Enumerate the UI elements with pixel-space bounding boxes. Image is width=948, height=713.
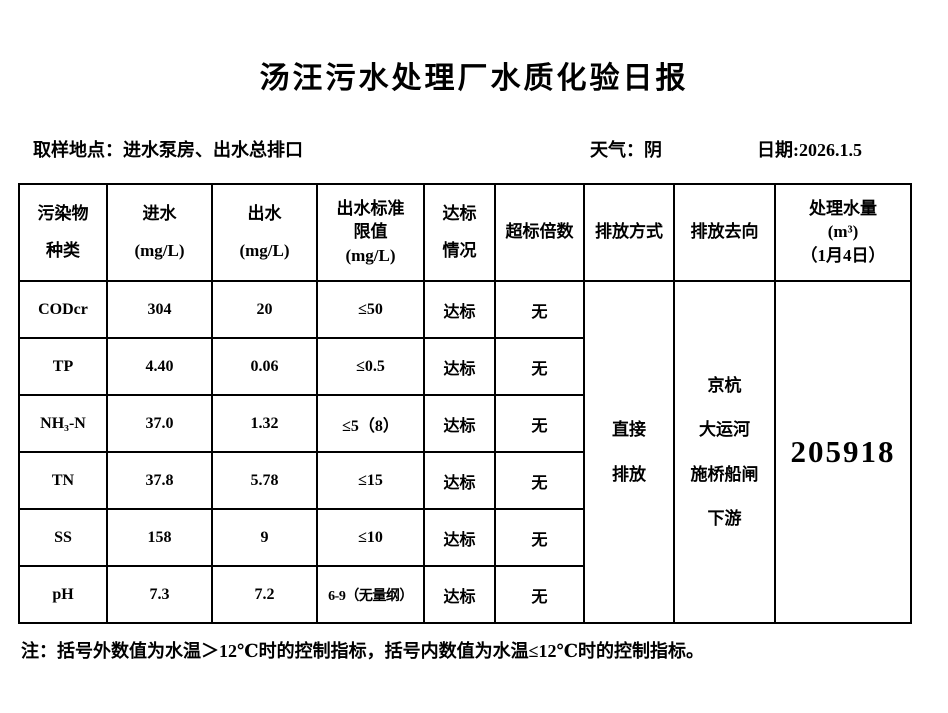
- header-line: （1月4日）: [800, 245, 886, 265]
- header-line: 污染物: [37, 204, 89, 224]
- status-cell: 达标: [423, 451, 496, 510]
- exceed-cell: 无: [494, 508, 585, 567]
- header-line: 排放方式: [595, 222, 663, 242]
- outflow-cell: 0.06: [211, 337, 318, 396]
- discharge-method-cell: 直接 排放: [583, 280, 675, 624]
- table-row-ss: SS 158 9 ≤10 达标 无: [18, 508, 911, 567]
- limit-cell: ≤15: [316, 451, 425, 510]
- outflow-cell: 1.32: [211, 394, 318, 453]
- pollutant-cell: CODcr: [18, 280, 108, 339]
- status-cell: 达标: [423, 508, 496, 567]
- pollutant-cell: TN: [18, 451, 108, 510]
- limit-cell: 6-9（无量纲）: [316, 565, 425, 624]
- header-line: 出水: [247, 204, 282, 224]
- exceed-cell: 无: [494, 565, 585, 624]
- header-line: 达标: [442, 204, 477, 224]
- merged-line: 大运河: [699, 420, 750, 440]
- water-quality-table: 污染物 种类 进水 (mg/L) 出水 (mg/L): [18, 183, 912, 624]
- status-cell: 达标: [423, 394, 496, 453]
- meta-row: 取样地点：进水泵房、出水总排口 天气：阴 日期:2026.1.5: [0, 136, 948, 162]
- inflow-cell: 7.3: [106, 565, 213, 624]
- col-header-status: 达标 情况: [423, 183, 496, 282]
- date-label: 日期:2026.1.5: [757, 140, 862, 160]
- header-line: 排放去向: [690, 222, 759, 242]
- merged-line: 下游: [707, 508, 742, 528]
- header-line: (m³): [827, 222, 859, 242]
- table-row-ph: pH 7.3 7.2 6-9（无量纲） 达标 无: [18, 565, 911, 624]
- inflow-cell: 37.0: [106, 394, 213, 453]
- outflow-cell: 20: [211, 280, 318, 339]
- col-header-discharge-method: 排放方式: [583, 183, 675, 282]
- header-line: (mg/L): [239, 240, 290, 260]
- limit-cell: ≤50: [316, 280, 425, 339]
- header-line: 超标倍数: [505, 222, 574, 242]
- status-cell: 达标: [423, 337, 496, 396]
- exceed-cell: 无: [494, 451, 585, 510]
- status-cell: 达标: [423, 565, 496, 624]
- header-line: 进水: [142, 204, 177, 224]
- pollutant-cell: TP: [18, 337, 108, 396]
- table-row-tp: TP 4.40 0.06 ≤0.5 达标 无: [18, 337, 911, 396]
- discharge-destination-cell: 京杭 大运河 施桥船闸 下游: [673, 280, 776, 624]
- header-line: 种类: [46, 240, 80, 260]
- col-header-exceed: 超标倍数: [494, 183, 585, 282]
- col-header-outflow: 出水 (mg/L): [211, 183, 318, 282]
- exceed-cell: 无: [494, 394, 585, 453]
- limit-cell: ≤5（8）: [316, 394, 425, 453]
- merged-line: 直接: [612, 420, 646, 440]
- treated-volume-cell: 205918: [774, 280, 912, 624]
- inflow-cell: 4.40: [106, 337, 213, 396]
- pollutant-cell: pH: [18, 565, 108, 624]
- table-row-tn: TN 37.8 5.78 ≤15 达标 无: [18, 451, 911, 510]
- merged-line: 排放: [612, 464, 646, 484]
- outflow-cell: 7.2: [211, 565, 318, 624]
- header-line: (mg/L): [345, 245, 396, 265]
- header-line: 处理水量: [809, 198, 877, 218]
- sampling-location-label: 取样地点：进水泵房、出水总排口: [33, 140, 303, 160]
- header-line: 限值: [353, 222, 388, 242]
- exceed-cell: 无: [494, 280, 585, 339]
- header-line: 情况: [442, 240, 477, 260]
- table-row-codcr: CODcr 304 20 ≤50 达标 无 直接 排放 京杭 大运河 施桥船闸: [18, 280, 912, 624]
- pollutant-cell: SS: [18, 508, 108, 567]
- limit-cell: ≤10: [316, 508, 425, 567]
- merged-line: 京杭: [707, 376, 742, 395]
- inflow-cell: 37.8: [106, 451, 213, 510]
- col-header-inflow: 进水 (mg/L): [106, 183, 213, 282]
- col-header-treated-volume: 处理水量 (m³) （1月4日）: [774, 183, 912, 282]
- footnote: 注：括号外数值为水温＞12℃时的控制指标，括号内数值为水温≤12℃时的控制指标。: [21, 641, 705, 661]
- outflow-cell: 9: [211, 508, 318, 567]
- header-line: (mg/L): [134, 240, 185, 260]
- page-title: 汤汪污水处理厂水质化验日报: [259, 62, 689, 95]
- inflow-cell: 304: [106, 280, 213, 339]
- col-header-discharge-destination: 排放去向: [673, 183, 776, 282]
- col-header-limit: 出水标准 限值 (mg/L): [316, 183, 425, 282]
- pollutant-cell: NH₃-N: [18, 394, 108, 453]
- header-line: 出水标准: [336, 198, 405, 218]
- table-row-nh3n: NH₃-N 37.0 1.32 ≤5（8） 达标 无: [18, 394, 911, 453]
- col-header-pollutant: 污染物 种类: [18, 183, 108, 282]
- outflow-cell: 5.78: [211, 451, 318, 510]
- table-header-row: 污染物 种类 进水 (mg/L) 出水 (mg/L): [18, 183, 912, 282]
- inflow-cell: 158: [106, 508, 213, 567]
- exceed-cell: 无: [494, 337, 585, 396]
- limit-cell: ≤0.5: [316, 337, 425, 396]
- merged-line: 施桥船闸: [690, 464, 759, 484]
- weather-label: 天气：阴: [590, 140, 662, 160]
- status-cell: 达标: [423, 280, 496, 339]
